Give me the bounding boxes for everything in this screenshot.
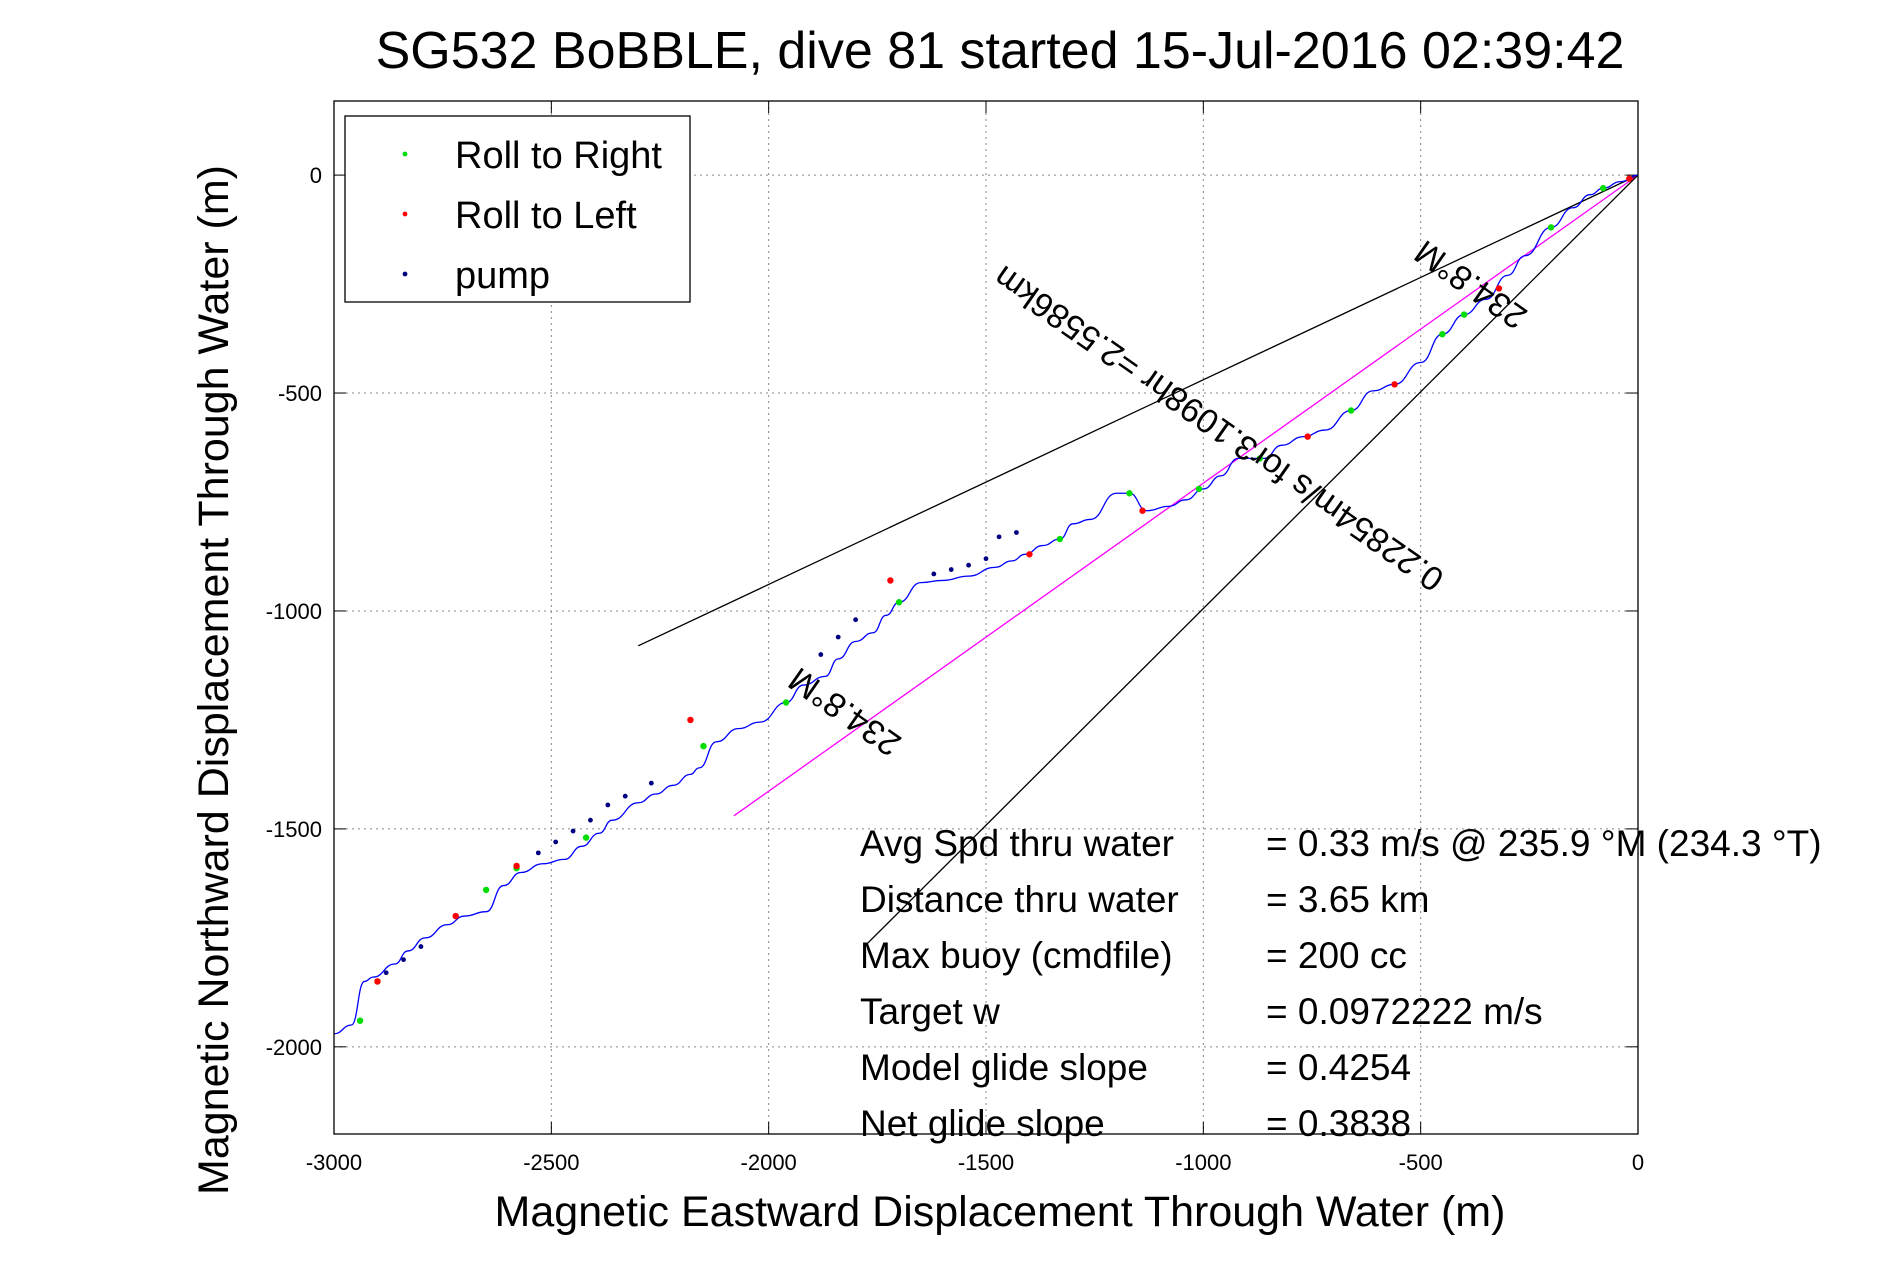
y-tick-label: 0 [310, 163, 322, 188]
dive-track-line [334, 174, 1638, 1035]
stats-panel: Avg Spd thru water = 0.33 m/s @ 235.9 °M … [860, 823, 1822, 1144]
x-tick-label: -2000 [741, 1150, 797, 1175]
roll-left-point [887, 577, 894, 584]
stat-value: = 0.4254 [1266, 1047, 1411, 1088]
x-tick-label: -1500 [958, 1150, 1014, 1175]
pump-point [983, 556, 989, 562]
reference-line [733, 174, 1638, 817]
legend: Roll to Right Roll to Left pump [344, 115, 691, 303]
roll-right-point [782, 699, 790, 706]
data-layer [334, 174, 1638, 1035]
roll-right-point [1347, 407, 1355, 414]
plot-frame [333, 100, 1639, 1135]
roll-left-point [1495, 285, 1503, 292]
x-tick-label: 0 [1632, 1150, 1644, 1175]
pump-point [948, 567, 954, 572]
pump-point [401, 957, 406, 963]
x-axis-label: Magnetic Eastward Displacement Through W… [495, 1188, 1506, 1236]
y-tick-label: -2000 [266, 1035, 322, 1060]
roll-left-point [1026, 551, 1033, 558]
roll-right-point [482, 886, 490, 894]
y-tick-label: -500 [278, 381, 322, 406]
stat-value: = 0.33 m/s @ 235.9 °M (234.3 °T) [1266, 823, 1822, 864]
roll-right-point [1056, 535, 1064, 543]
pump-point [383, 970, 389, 976]
stat-value: = 0.0972222 m/s [1266, 991, 1543, 1032]
stat-label: Distance thru water [860, 879, 1179, 920]
stat-label: Model glide slope [860, 1047, 1148, 1088]
legend-marker [402, 211, 408, 217]
pump-point [966, 562, 972, 568]
x-tick-label: -2500 [523, 1150, 579, 1175]
roll-left-point [374, 978, 381, 985]
pump-point [648, 780, 654, 786]
x-tick-label: -3000 [306, 1150, 362, 1175]
legend-label: pump [455, 255, 550, 297]
y-tick-label: -1000 [266, 599, 322, 624]
roll-left-point [513, 862, 520, 870]
legend-label: Roll to Left [455, 195, 637, 237]
pump-point [622, 793, 628, 799]
pump-point [835, 634, 841, 640]
stat-label: Max buoy (cmdfile) [860, 935, 1173, 976]
roll-right-point [1195, 485, 1203, 493]
pump-point [853, 617, 858, 623]
roll-right-point [1439, 330, 1446, 338]
pump-point [570, 828, 576, 834]
pump-point [818, 652, 824, 657]
roll-right-point [1126, 490, 1133, 497]
pump-point [931, 571, 937, 577]
legend-marker [402, 151, 408, 157]
roll-right-point [1547, 224, 1555, 231]
roll-left-point [452, 912, 459, 920]
stat-value: = 200 cc [1266, 935, 1407, 976]
pump-point [588, 817, 593, 823]
roll-right-point [1460, 311, 1468, 318]
x-tick-label: -1000 [1175, 1150, 1231, 1175]
pump-point [535, 850, 541, 856]
roll-left-point [1391, 381, 1398, 388]
roll-right-point [1600, 184, 1607, 192]
legend-label: Roll to Right [455, 135, 662, 177]
y-tick-label: -1500 [266, 817, 322, 842]
roll-right-point [356, 1017, 364, 1024]
reference-line [637, 174, 1638, 647]
legend-marker [402, 271, 408, 277]
roll-left-point [1626, 175, 1633, 182]
x-tick-label: -500 [1399, 1150, 1443, 1175]
pump-point [605, 802, 611, 808]
pump-point [553, 839, 559, 845]
stat-label: Net glide slope [860, 1103, 1105, 1144]
chart-title: SG532 BoBBLE, dive 81 started 15-Jul-201… [376, 22, 1625, 80]
roll-right-point [700, 742, 707, 750]
pump-point [1014, 530, 1019, 535]
pump-point [418, 944, 424, 949]
pump-point [996, 534, 1002, 540]
roll-left-point [687, 716, 694, 724]
stat-value: = 3.65 km [1266, 879, 1430, 920]
stat-label: Target w [860, 991, 1000, 1032]
y-axis-label: Magnetic Northward Displacement Through … [190, 165, 238, 1195]
roll-right-point [895, 599, 903, 606]
roll-right-point [1256, 455, 1264, 462]
stat-value: = 0.3838 [1266, 1103, 1411, 1144]
roll-left-point [1304, 433, 1311, 440]
reference-line [863, 174, 1638, 948]
roll-left-point [1139, 507, 1146, 514]
roll-right-point [582, 834, 590, 841]
stat-label: Avg Spd thru water [860, 823, 1174, 864]
legend-box [344, 115, 691, 303]
